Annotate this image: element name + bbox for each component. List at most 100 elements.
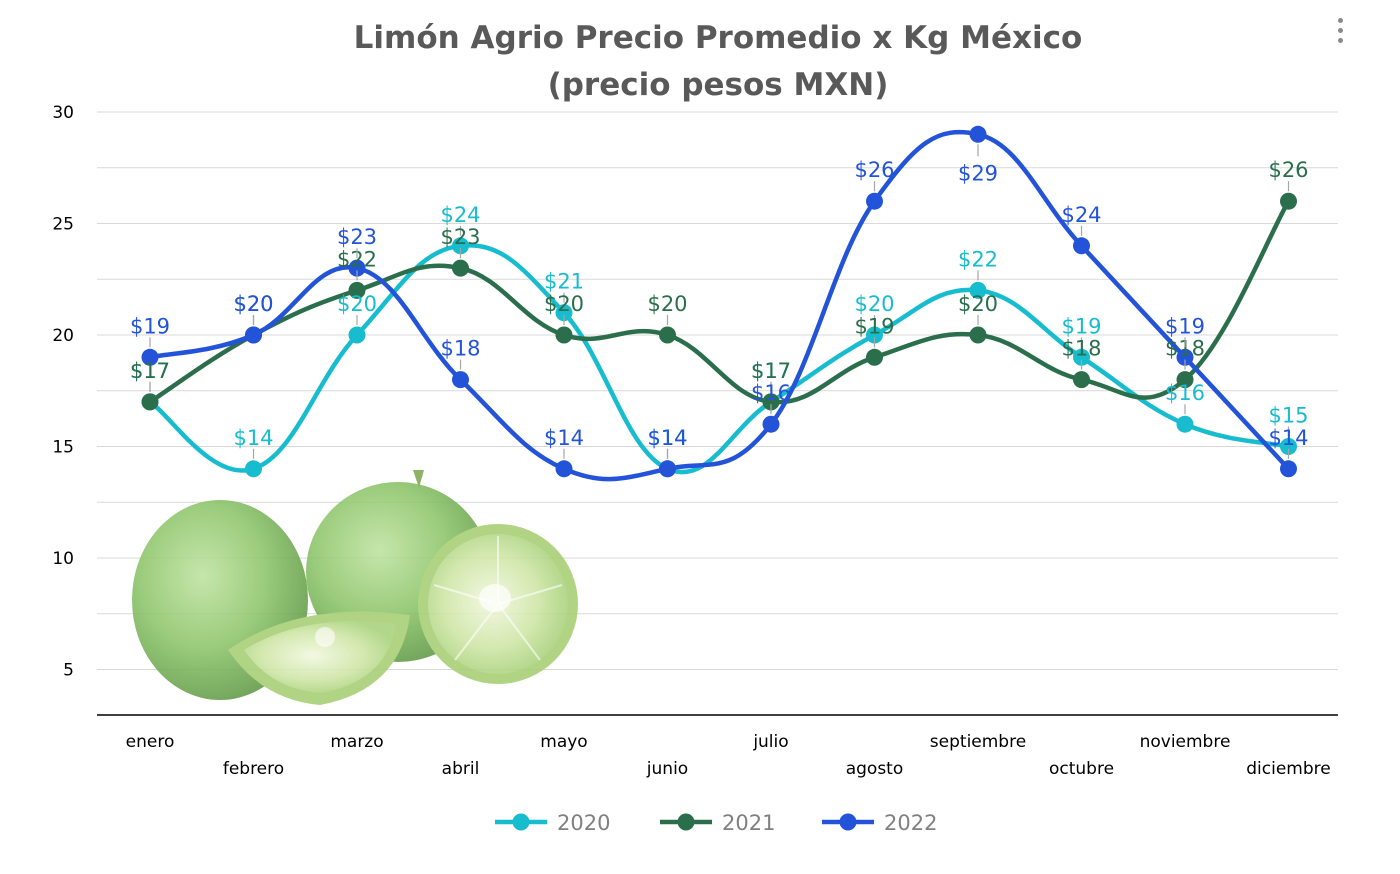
data-label-2021: $18 [1061, 337, 1101, 361]
data-point-2022 [762, 415, 780, 433]
data-point-2021 [1073, 371, 1090, 389]
data-point-2021 [1176, 371, 1194, 389]
data-label-2022: $20 [233, 292, 273, 316]
chart-title-line-2: (precio pesos MXN) [548, 67, 889, 103]
x-tick-label: septiembre [930, 732, 1026, 752]
y-tick-label: 25 [52, 215, 74, 235]
data-point-2021 [969, 326, 987, 344]
data-point-2022 [1073, 237, 1090, 255]
legend-swatch-point-2021 [677, 813, 695, 831]
data-label-2020: $22 [958, 247, 998, 271]
data-point-2022 [969, 125, 987, 143]
x-tick-label: enero [126, 732, 175, 752]
data-point-2022 [555, 460, 573, 478]
legend: 2020 2021 2022 [495, 811, 937, 835]
y-axis-tick-labels: 5 10 15 20 25 30 [52, 103, 74, 681]
x-tick-label: noviembre [1140, 732, 1231, 752]
data-point-2021 [762, 393, 780, 411]
data-point-2021 [1280, 192, 1297, 210]
data-label-2022: $19 [130, 314, 170, 338]
data-point-2020 [348, 326, 366, 344]
data-label-2021: $17 [751, 359, 791, 383]
data-label-2020: $16 [1165, 381, 1205, 405]
data-label-2020: $20 [854, 292, 894, 316]
y-tick-label: 20 [52, 326, 74, 346]
data-point-2022 [452, 371, 469, 389]
x-axis-category-labels: enero febrero marzo abril mayo junio julio agos… [126, 732, 1331, 779]
data-label-2020: $21 [544, 270, 584, 294]
chart-title-line-1: Limón Agrio Precio Promedio x Kg México [354, 20, 1083, 56]
data-point-2020 [1073, 348, 1090, 366]
x-tick-label: mayo [540, 732, 587, 752]
data-label-2022: $24 [1061, 203, 1101, 227]
data-label-2021: $26 [1268, 158, 1308, 182]
data-label-2022: $14 [544, 426, 584, 450]
data-point-2020 [1280, 438, 1297, 455]
chart-title: Limón Agrio Precio Promedio x Kg México … [354, 20, 1083, 103]
series-lines [147, 129, 1291, 482]
data-point-2022 [866, 192, 883, 210]
x-tick-label: junio [646, 759, 688, 779]
x-tick-label: octubre [1049, 759, 1114, 779]
x-tick-label: diciembre [1246, 759, 1330, 779]
x-tick-label: agosto [846, 759, 904, 779]
data-point-2020 [866, 326, 883, 344]
x-tick-label: febrero [223, 759, 284, 779]
data-point-2020 [245, 460, 262, 478]
y-tick-label: 10 [52, 549, 74, 569]
data-point-2020 [452, 237, 469, 255]
data-label-2022: $19 [1165, 314, 1205, 338]
legend-swatch-point-2022 [839, 813, 857, 831]
data-label-2022: $14 [1268, 426, 1308, 450]
data-label-2022: $16 [751, 381, 791, 405]
data-label-2021: $20 [544, 292, 584, 316]
x-tick-label: marzo [330, 732, 383, 752]
series-line-2021 [147, 198, 1291, 405]
data-label-2020: $17 [751, 359, 791, 383]
data-point-2021 [555, 326, 573, 344]
data-point-2022 [1176, 348, 1194, 366]
data-point-2022 [1280, 460, 1297, 478]
data-label-2022: $18 [440, 337, 480, 361]
data-label-2021: $20 [233, 292, 273, 316]
y-tick-label: 15 [52, 438, 74, 458]
legend-label-2020: 2020 [557, 811, 610, 835]
data-label-2020: $14 [647, 426, 687, 450]
data-label-2020: $14 [233, 426, 273, 450]
y-tick-label: 30 [52, 103, 74, 123]
data-label-2021: $19 [854, 314, 894, 338]
data-label-2022: $29 [958, 161, 998, 185]
legend-label-2022: 2022 [884, 811, 937, 835]
data-label-2022: $23 [337, 225, 377, 249]
data-point-2021 [659, 326, 676, 344]
data-point-2022 [348, 259, 366, 277]
legend-swatch-point-2020 [512, 813, 530, 831]
data-label-2021: $20 [958, 292, 998, 316]
data-point-2020 [555, 304, 573, 322]
data-point-2021 [866, 348, 883, 366]
data-point-2021 [452, 259, 469, 277]
legend-label-2021: 2021 [722, 811, 775, 835]
data-label-2021: $23 [440, 225, 480, 249]
data-point-2021 [141, 393, 159, 411]
series-line-2022 [147, 129, 1291, 482]
more-vert-icon[interactable] [1330, 18, 1350, 52]
data-label-2022: $14 [647, 426, 687, 450]
x-tick-label: julio [752, 732, 788, 752]
data-label-2020: $19 [1061, 314, 1101, 338]
data-label-2020: $15 [1268, 404, 1308, 428]
data-point-2022 [245, 326, 262, 344]
data-label-2021: $20 [647, 292, 687, 316]
data-label-2020: $20 [337, 292, 377, 316]
data-labels: $17$14$20$24$21$14$17$20$22$19$16$15$17$… [130, 144, 1309, 459]
data-point-2022 [659, 460, 676, 478]
series-points [141, 125, 1297, 478]
limes-photo [132, 470, 578, 705]
data-point-2021 [348, 281, 366, 299]
y-tick-label: 5 [63, 661, 74, 681]
data-label-2022: $26 [854, 158, 894, 182]
x-tick-label: abril [442, 759, 480, 779]
data-label-2020: $17 [130, 359, 170, 383]
data-point-2020 [1176, 415, 1194, 433]
